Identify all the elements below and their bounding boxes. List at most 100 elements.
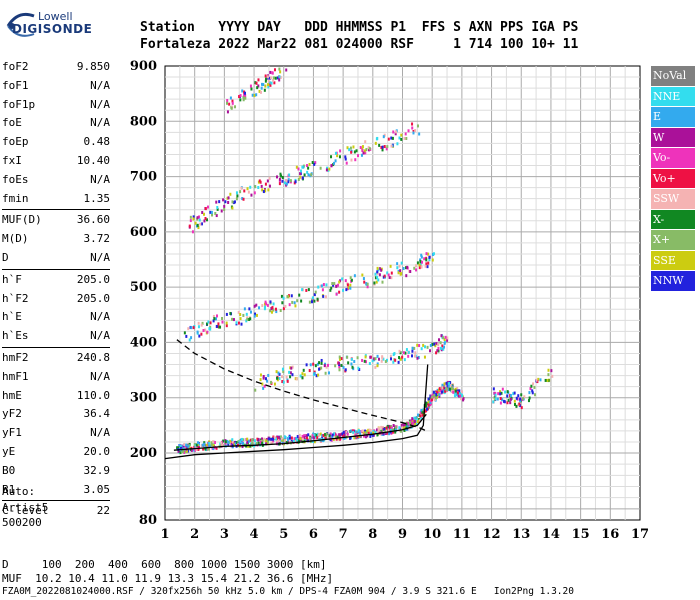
data-point [288,436,291,440]
logo-line2: DIGISONDE [12,22,93,36]
data-point [494,397,497,401]
data-point [327,371,330,375]
param-value: 20.0 [83,444,111,458]
data-point [191,230,194,234]
data-point [226,196,229,200]
data-point [319,166,322,170]
data-point [520,406,523,410]
data-point [344,368,347,372]
param-value: 3.72 [83,232,111,246]
data-point [233,200,236,204]
data-point [380,359,383,363]
legend-item: Vo+ [651,168,695,189]
data-point [334,364,337,368]
data-point [280,294,283,298]
data-point [363,280,366,284]
data-point [279,435,282,439]
data-point [265,438,268,442]
data-point [349,436,352,440]
data-point [429,403,432,407]
data-point [212,314,215,318]
data-point [319,284,322,288]
data-point [534,393,537,397]
data-point [333,432,336,436]
data-point [217,322,220,326]
data-point [247,317,250,321]
y-tick-label: 80 [139,513,157,528]
data-point [300,176,303,180]
data-point [350,362,353,366]
data-point [196,223,199,227]
data-point [240,186,243,190]
data-point [231,438,234,442]
data-point [250,87,253,91]
data-point [198,334,201,338]
data-point [461,390,464,394]
data-point [213,440,216,444]
data-point [306,164,309,168]
data-point [283,435,286,439]
data-point [269,83,272,87]
data-point [338,437,341,441]
data-point [310,173,313,177]
data-point [437,343,440,347]
data-point [256,86,259,90]
data-point [188,224,191,228]
param-name: hmE [2,388,22,402]
data-point [274,307,277,311]
data-point [324,371,327,375]
data-point [278,182,281,186]
data-point [280,174,283,178]
auto-scaling-info: Auto: Artist5 500200 [2,484,48,531]
data-point [186,449,189,453]
data-point [388,275,391,279]
data-point [261,439,264,443]
data-point [262,375,265,379]
data-point [360,153,363,157]
data-point [215,324,218,328]
param-value: 240.8 [76,350,110,364]
data-point [507,398,510,402]
data-point [264,79,267,83]
data-point [394,425,397,429]
param-value: 36.60 [76,213,110,227]
data-point [266,75,269,79]
data-point [414,422,417,426]
data-point [342,436,345,440]
data-point [405,274,408,278]
data-point [197,226,200,230]
data-point [272,78,275,82]
data-point [413,416,416,420]
data-point [517,394,520,398]
data-point [253,439,256,443]
data-point [385,147,388,151]
data-point [285,179,288,183]
data-point [370,431,373,435]
data-point [307,173,310,177]
data-point [239,98,242,102]
data-point [506,401,509,405]
data-point [304,438,307,442]
data-point [272,76,275,80]
data-point [407,350,410,354]
legend-item: NNW [651,271,695,292]
data-point [345,430,348,434]
data-point [415,268,418,272]
data-point [328,167,331,171]
data-point [416,419,419,423]
legend-item: SSW [651,189,695,210]
param-value: N/A [90,78,110,92]
data-point [235,191,238,195]
data-point [397,360,400,364]
data-point [364,151,367,155]
data-point [329,432,332,436]
data-point [208,441,211,445]
data-point [303,436,306,440]
data-point [190,326,193,330]
data-point [433,342,436,346]
data-point [382,432,385,436]
data-point [203,442,206,446]
data-point [282,307,285,311]
data-point [407,354,410,358]
data-point [437,346,440,350]
